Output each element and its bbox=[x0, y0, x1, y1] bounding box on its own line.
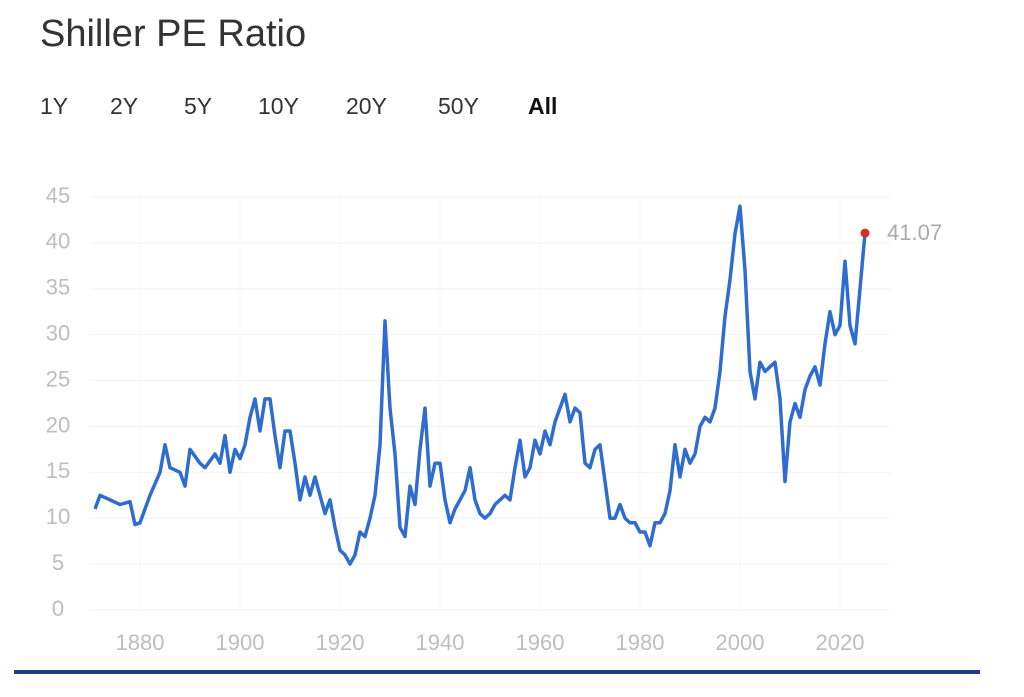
y-tick-label: 10 bbox=[46, 504, 70, 529]
x-tick-label: 1880 bbox=[116, 630, 165, 655]
y-tick-label: 45 bbox=[46, 183, 70, 208]
y-tick-label: 20 bbox=[46, 412, 70, 437]
range-tab[interactable]: 2Y bbox=[110, 93, 138, 119]
last-point bbox=[860, 228, 870, 238]
y-tick-label: 0 bbox=[52, 596, 64, 621]
range-tab[interactable]: 5Y bbox=[184, 93, 212, 119]
range-tabs: 1Y 2Y 5Y 10Y 20Y 50Y All bbox=[40, 93, 557, 119]
y-tick-label: 35 bbox=[46, 275, 70, 300]
range-tab[interactable]: All bbox=[528, 93, 557, 119]
range-tab[interactable]: 50Y bbox=[438, 93, 479, 119]
x-tick-label: 2020 bbox=[816, 630, 865, 655]
chart-title: Shiller PE Ratio bbox=[40, 13, 306, 55]
x-tick-label: 2000 bbox=[716, 630, 765, 655]
x-tick-label: 1920 bbox=[316, 630, 365, 655]
y-tick-label: 30 bbox=[46, 320, 70, 345]
data-line bbox=[93, 204, 867, 566]
x-tick-label: 1960 bbox=[516, 630, 565, 655]
x-tick-label: 1940 bbox=[416, 630, 465, 655]
range-tab[interactable]: 20Y bbox=[346, 93, 387, 119]
y-tick-label: 40 bbox=[46, 229, 70, 254]
y-tick-label: 25 bbox=[46, 366, 70, 391]
y-tick-label: 5 bbox=[52, 550, 64, 575]
x-tick-label: 1900 bbox=[216, 630, 265, 655]
x-tick-label: 1980 bbox=[616, 630, 665, 655]
range-tab[interactable]: 10Y bbox=[258, 93, 299, 119]
y-tick-label: 15 bbox=[46, 458, 70, 483]
range-tab[interactable]: 1Y bbox=[40, 93, 68, 119]
last-value-label: 41.07 bbox=[887, 220, 942, 245]
